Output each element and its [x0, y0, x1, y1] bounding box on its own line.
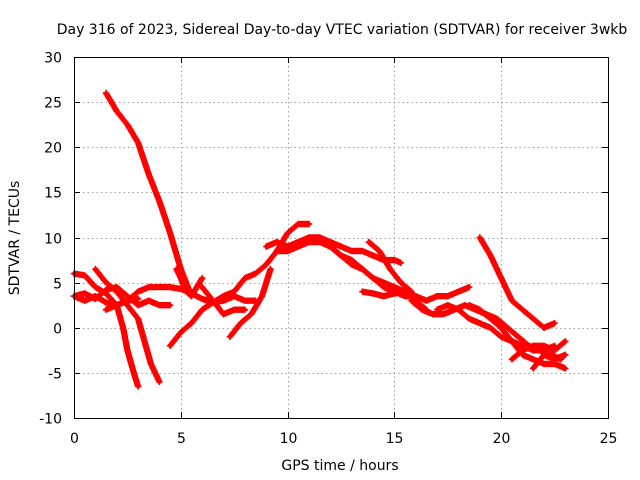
data-series	[70, 89, 569, 390]
series-track-14	[365, 238, 415, 295]
y-axis-label: SDTVAR / TECUs	[7, 181, 23, 296]
chart-title: Day 316 of 2023, Sidereal Day-to-day VTE…	[57, 22, 628, 38]
series-track-8	[166, 220, 313, 349]
axis-ticks: 0 5 10 15 20 25 -10 -5 0 5 10 15 20 25 30	[39, 51, 617, 448]
y-tick-label: -10	[39, 412, 62, 428]
series-track-15	[359, 283, 473, 304]
x-tick-label: 0	[70, 431, 79, 447]
series-markers	[508, 338, 569, 363]
series-markers	[530, 351, 569, 372]
y-tick-label: -5	[48, 367, 62, 383]
series-markers	[92, 265, 163, 386]
y-tick-label: 30	[44, 51, 62, 67]
x-tick-label: 10	[280, 431, 298, 447]
series-markers	[199, 283, 249, 318]
y-tick-label: 10	[44, 232, 62, 248]
y-tick-label: 15	[44, 186, 62, 202]
series-markers	[476, 234, 558, 331]
series-track-20	[508, 338, 569, 363]
grid	[74, 57, 608, 418]
series-track-4	[92, 265, 163, 386]
series-track-1	[102, 89, 206, 300]
y-tick-label: 0	[53, 322, 62, 338]
series-markers	[365, 238, 415, 295]
series-markers	[359, 283, 473, 304]
x-tick-label: 20	[493, 431, 511, 447]
series-markers	[226, 265, 274, 340]
series-track-9	[199, 283, 249, 318]
series-track-19	[476, 234, 558, 331]
plot-frame	[74, 57, 609, 419]
series-track-10	[226, 265, 274, 340]
series-track-21	[530, 351, 569, 372]
x-tick-label: 15	[386, 431, 404, 447]
y-tick-label: 5	[53, 277, 62, 293]
series-markers	[102, 89, 206, 300]
x-tick-label: 25	[600, 431, 618, 447]
x-tick-label: 5	[177, 431, 186, 447]
y-tick-label: 20	[44, 141, 62, 157]
x-axis-label: GPS time / hours	[281, 458, 398, 474]
y-tick-label: 25	[44, 96, 62, 112]
